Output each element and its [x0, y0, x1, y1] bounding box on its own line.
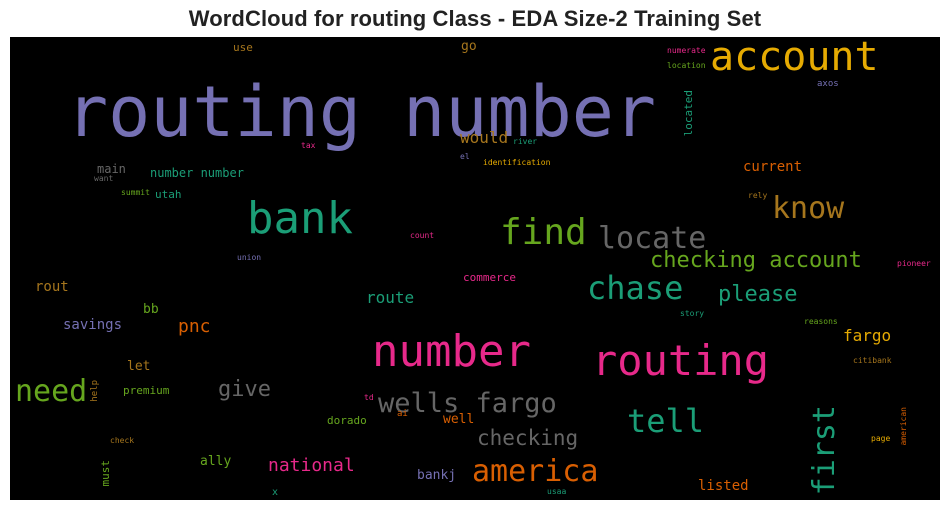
cloud-word-el: el — [460, 153, 470, 161]
cloud-word-commerce: commerce — [463, 272, 516, 283]
cloud-word-checking: checking — [477, 428, 578, 449]
cloud-word-number: number — [372, 330, 531, 374]
cloud-word-rely: rely — [748, 192, 767, 200]
cloud-word-story: story — [680, 310, 704, 318]
cloud-word-number-number: number number — [150, 167, 244, 179]
cloud-word-citibank: citibank — [853, 357, 892, 365]
cloud-word-ai: ai — [397, 410, 408, 419]
cloud-word-would: would — [460, 130, 508, 146]
cloud-word-location: location — [667, 62, 706, 70]
cloud-word-ally: ally — [200, 455, 231, 468]
cloud-word-bankj: bankj — [417, 469, 456, 482]
cloud-word-find: find — [500, 215, 587, 251]
cloud-word-usaa: usaa — [547, 488, 566, 496]
chart-title: WordCloud for routing Class - EDA Size-2… — [0, 6, 950, 32]
cloud-word-know: know — [772, 194, 844, 224]
cloud-word-first: first — [810, 405, 840, 495]
cloud-word-tell: tell — [627, 405, 704, 437]
cloud-word-route: route — [366, 290, 414, 306]
cloud-word-savings: savings — [63, 318, 122, 332]
cloud-word-routing: routing — [592, 340, 769, 382]
cloud-word-utah: utah — [155, 189, 182, 200]
cloud-word-need: need — [15, 377, 87, 407]
cloud-word-count: count — [410, 232, 434, 240]
cloud-word-use: use — [233, 42, 253, 53]
cloud-word-located: located — [683, 90, 694, 136]
cloud-word-well: well — [443, 413, 474, 426]
wordcloud-canvas: routing number account bank find locate know c… — [10, 37, 940, 500]
cloud-word-bb: bb — [143, 303, 159, 316]
cloud-word-must: must — [100, 460, 111, 487]
cloud-word-union: union — [237, 254, 261, 262]
cloud-word-axos: axos — [817, 80, 839, 89]
cloud-word-routing-number: routing number — [66, 77, 656, 147]
cloud-word-go: go — [461, 40, 477, 53]
cloud-word-pnc: pnc — [178, 318, 211, 336]
cloud-word-numerate: numerate — [667, 47, 706, 55]
cloud-word-check: check — [110, 437, 134, 445]
cloud-word-checking-account: checking account — [650, 250, 862, 272]
cloud-word-national: national — [268, 457, 355, 475]
cloud-word-fargo: fargo — [843, 328, 891, 344]
cloud-word-identification: identification — [483, 159, 550, 167]
cloud-word-please: please — [718, 284, 797, 306]
cloud-word-td: td — [364, 394, 374, 402]
cloud-word-chase: chase — [587, 272, 683, 304]
cloud-word-want: want — [94, 175, 113, 183]
cloud-word-let: let — [127, 360, 150, 373]
cloud-word-listed: listed — [698, 479, 749, 493]
cloud-word-rout: rout — [35, 280, 69, 294]
cloud-word-give: give — [218, 379, 271, 401]
cloud-word-bank: bank — [247, 197, 353, 241]
cloud-word-help: help — [91, 380, 100, 402]
cloud-word-x: x — [272, 488, 278, 498]
cloud-word-america: america — [472, 457, 598, 487]
cloud-word-pioneer: pioneer — [897, 260, 931, 268]
cloud-word-page: page — [871, 435, 890, 443]
cloud-word-dorado: dorado — [327, 415, 367, 426]
cloud-word-reasons: reasons — [804, 318, 838, 326]
cloud-word-account: account — [710, 37, 879, 77]
cloud-word-river: river — [513, 138, 537, 146]
cloud-word-premium: premium — [123, 385, 169, 396]
cloud-word-tax: tax — [301, 142, 315, 150]
cloud-word-american: american — [900, 407, 908, 446]
cloud-word-summit: summit — [121, 189, 150, 197]
cloud-word-current: current — [743, 160, 802, 174]
